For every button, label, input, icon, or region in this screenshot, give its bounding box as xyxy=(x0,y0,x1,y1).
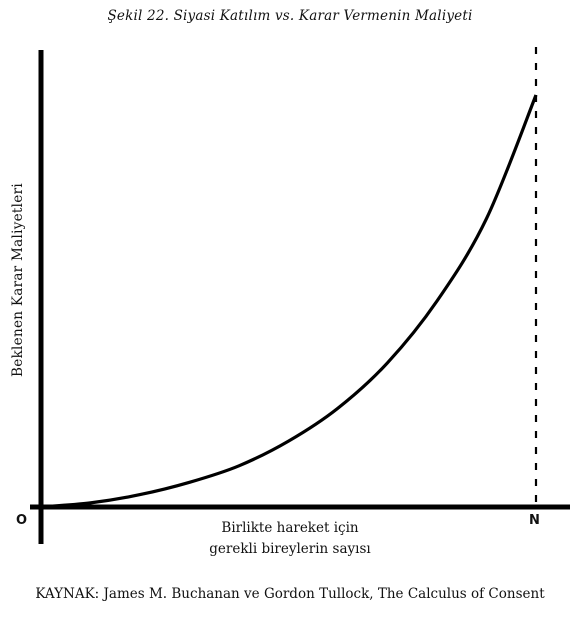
source-note: KAYNAK: James M. Buchanan ve Gordon Tull… xyxy=(35,586,545,602)
x-axis-label: Birlikte hareket için gerekli bireylerin… xyxy=(180,518,400,560)
cost-curve xyxy=(40,94,538,509)
x-axis-label-line-1: Birlikte hareket için xyxy=(221,520,359,536)
y-axis-label: Beklenen Karar Maliyetleri xyxy=(10,183,26,377)
x-axis-label-line-2: gerekli bireylerin sayısı xyxy=(209,541,371,557)
x-tick-n: N xyxy=(529,513,540,528)
y-axis-label-wrap: Beklenen Karar Maliyetleri xyxy=(8,80,28,480)
x-tick-origin: O xyxy=(16,513,28,528)
chart-title: Şekil 22. Siyasi Katılım vs. Karar Verme… xyxy=(107,8,473,24)
